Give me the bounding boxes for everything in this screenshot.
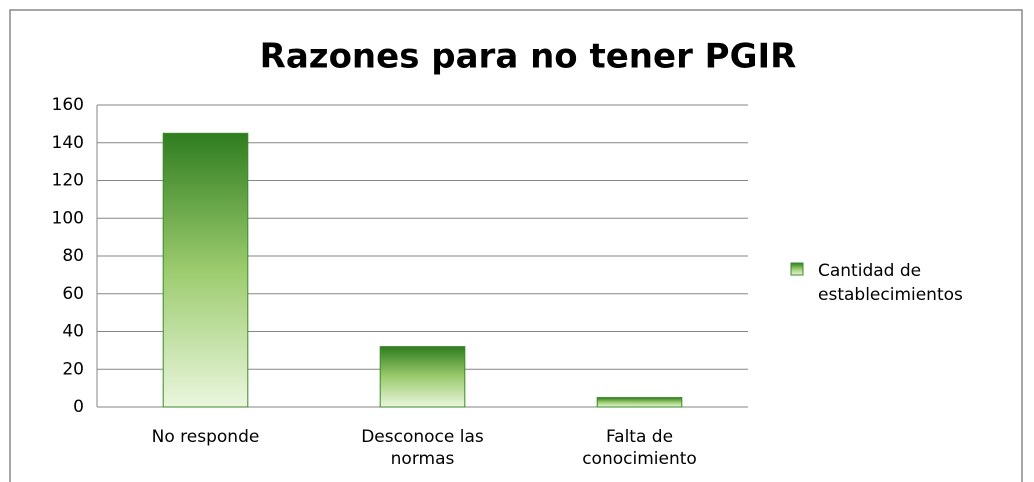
x-tick-label: No responde bbox=[151, 427, 260, 447]
chart-frame bbox=[9, 9, 1023, 482]
y-tick-label: 40 bbox=[62, 322, 84, 342]
y-tick-label: 140 bbox=[52, 133, 84, 153]
legend-swatch bbox=[790, 262, 804, 276]
bar bbox=[379, 346, 466, 408]
y-tick-label: 20 bbox=[62, 359, 84, 379]
bar bbox=[596, 397, 683, 408]
bar bbox=[162, 132, 249, 408]
x-tick-label: Falta de conocimiento bbox=[582, 427, 697, 469]
y-tick-label: 60 bbox=[62, 284, 84, 304]
y-tick-label: 80 bbox=[62, 246, 84, 266]
y-tick-label: 100 bbox=[52, 208, 84, 228]
chart-title: Razones para no tener PGIR bbox=[260, 37, 797, 77]
legend-label: Cantidad de establecimientos bbox=[818, 261, 963, 305]
x-tick-label: Desconoce las normas bbox=[361, 427, 484, 469]
y-tick-label: 0 bbox=[73, 397, 84, 417]
y-tick-label: 120 bbox=[52, 171, 84, 191]
y-tick-label: 160 bbox=[52, 95, 84, 115]
